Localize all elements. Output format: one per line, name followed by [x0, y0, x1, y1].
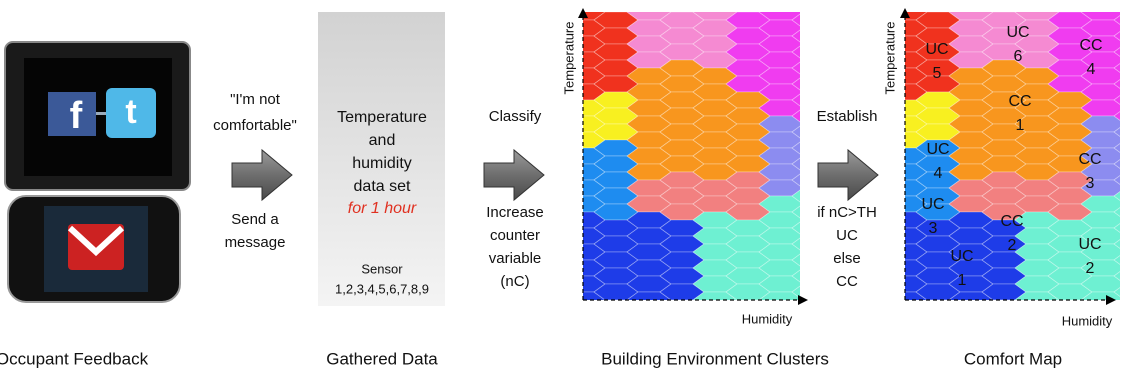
region-number: 6: [1014, 48, 1023, 65]
hex-cell: [594, 0, 638, 12]
region-number: 3: [1086, 175, 1095, 192]
hex-cell: [1015, 0, 1059, 4]
data-text: data set: [354, 178, 411, 195]
region-kind: UC: [950, 248, 973, 265]
stage-caption: Building Environment Clusters: [601, 349, 829, 368]
hex-cell: [883, 0, 927, 4]
data-text: and: [369, 132, 396, 149]
tablet-icon: f t: [5, 42, 190, 190]
hex-cell: [594, 300, 638, 316]
hex-cell: [916, 0, 960, 12]
region-kind: CC: [1008, 93, 1031, 110]
region-number: 3: [929, 220, 938, 237]
region-number: 5: [933, 65, 942, 82]
establish-rule: if nC>TH: [817, 204, 877, 221]
hex-cell: [759, 0, 803, 4]
region-kind: UC: [925, 41, 948, 58]
y-axis-label: Temperature: [882, 22, 897, 95]
classify-action: variable: [489, 250, 542, 267]
arrow: [484, 150, 544, 200]
arrow: [232, 150, 292, 200]
y-axis-label: Temperature: [561, 22, 576, 95]
hex-cell: [1081, 0, 1121, 4]
stage-caption: Occupant Feedback: [0, 349, 149, 368]
x-axis-label: Humidity: [742, 311, 793, 326]
phone-icon: [8, 196, 180, 302]
cluster-map: [561, 0, 836, 316]
region-number: 2: [1086, 260, 1095, 277]
region-kind: CC: [1079, 37, 1102, 54]
region-number: 2: [1008, 237, 1017, 254]
classify-label: Classify: [489, 108, 542, 125]
hex-cell: [1114, 300, 1121, 316]
region-number: 4: [934, 165, 943, 182]
data-duration: for 1 hour: [348, 200, 417, 217]
diagram: f t "I'm not comfortable" Send a message…: [0, 0, 1121, 376]
establish-label: Establish: [817, 108, 878, 125]
sensor-ids: 1,2,3,4,5,6,7,8,9: [335, 281, 429, 296]
hex-cell: [726, 0, 770, 12]
x-axis-label: Humidity: [1062, 313, 1113, 328]
svg-text:t: t: [125, 93, 136, 131]
region-kind: CC: [1078, 151, 1101, 168]
hex-cell: [982, 300, 1026, 316]
region-number: 1: [958, 272, 967, 289]
region-kind: CC: [1000, 213, 1023, 230]
feedback-action: Send a: [231, 211, 279, 228]
hex-cell: [949, 0, 993, 4]
hex-cell: [660, 300, 704, 316]
region-kind: UC: [926, 141, 949, 158]
svg-text:f: f: [70, 95, 83, 137]
hex-cell: [916, 300, 960, 316]
classify-action: counter: [490, 227, 540, 244]
axis-arrow: [798, 295, 808, 305]
region-kind: UC: [1078, 236, 1101, 253]
hex-cell: [1048, 0, 1092, 12]
establish-rule: UC: [836, 227, 858, 244]
hex-cell: [982, 0, 1026, 12]
classify-action: (nC): [500, 273, 529, 290]
region-kind: UC: [1006, 24, 1029, 41]
hex-cell: [792, 0, 836, 12]
feedback-request: "I'm not: [230, 91, 281, 108]
hex-cell: [561, 0, 605, 4]
classify-action: Increase: [486, 204, 544, 221]
feedback-action: message: [225, 234, 286, 251]
stage-caption: Comfort Map: [964, 349, 1062, 368]
hex-cell: [660, 0, 704, 12]
feedback-request: comfortable": [213, 117, 297, 134]
region-number: 4: [1087, 61, 1096, 78]
region-number: 1: [1016, 117, 1025, 134]
sensor-title: Sensor: [361, 261, 403, 276]
arrow: [818, 150, 878, 200]
stage-caption: Gathered Data: [326, 349, 438, 368]
data-text: humidity: [352, 155, 412, 172]
hex-cell: [693, 0, 737, 4]
establish-rule: else: [833, 250, 861, 267]
region-kind: UC: [921, 196, 944, 213]
establish-rule: CC: [836, 273, 858, 290]
hex-cell: [627, 0, 671, 4]
hex-cell: [1114, 0, 1121, 12]
data-text: Temperature: [337, 109, 427, 126]
